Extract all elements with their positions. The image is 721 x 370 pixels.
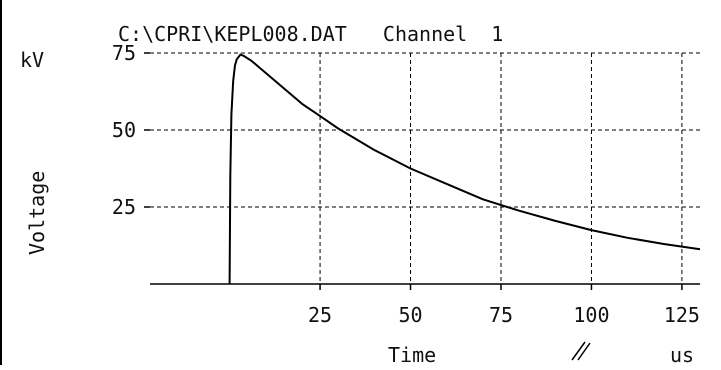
x-tick-label: 100 xyxy=(573,303,609,327)
chart-title: C:\CPRI\KEPL008.DAT Channel 1 xyxy=(118,22,503,46)
pen-mark xyxy=(571,341,591,361)
x-axis-unit: us xyxy=(670,343,694,365)
x-axis-label: Time xyxy=(388,343,436,365)
y-axis-unit: kV xyxy=(20,48,44,72)
x-tick-label: 125 xyxy=(664,303,700,327)
y-tick-label: 25 xyxy=(112,195,136,219)
x-tick-label: 50 xyxy=(398,303,422,327)
y-axis-label: Voltage xyxy=(25,171,49,255)
axes xyxy=(144,52,700,290)
tick-labels: 25 50 75 25 50 75 100 125 xyxy=(112,41,700,327)
voltage-series-line xyxy=(228,53,701,285)
y-tick-label: 50 xyxy=(112,118,136,142)
x-tick-label: 75 xyxy=(489,303,513,327)
series-layer xyxy=(228,53,701,285)
y-tick-label: 75 xyxy=(112,41,136,65)
x-tick-label: 25 xyxy=(308,303,332,327)
